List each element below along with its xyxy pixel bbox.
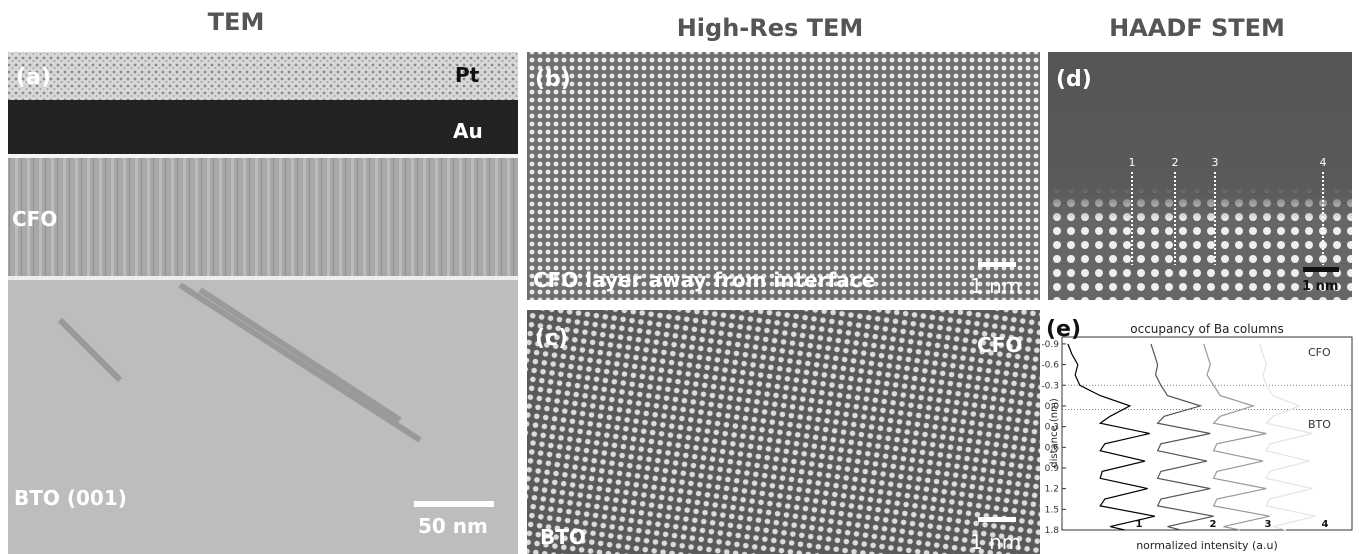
region-label: BTO [540, 525, 586, 549]
pt-layer [8, 52, 518, 104]
y-tick-label: -0.9 [1041, 340, 1059, 350]
header: High-Res TEM [677, 14, 864, 42]
series-label: 3 [1265, 519, 1272, 530]
panel-c: (c) CFO BTO 1 nm [527, 310, 1040, 554]
panel-a: (a) Pt Au CFO BTO (001) 50 nm [8, 52, 518, 554]
chart-title: occupancy of Ba columns [1130, 322, 1283, 336]
panel-label: (c) [535, 326, 568, 351]
y-tick-label: 1.2 [1045, 485, 1059, 495]
layer-label: Au [453, 119, 483, 143]
layer-label: BTO (001) [14, 486, 127, 510]
micrograph [527, 310, 1040, 554]
panel-label: (a) [16, 65, 51, 90]
annotation: CFO [1308, 346, 1331, 359]
layer-label: CFO [12, 207, 57, 231]
micrograph [527, 52, 1040, 300]
scale-bar [1303, 267, 1339, 272]
headers: TEM High-Res TEM HAADF STEM [208, 8, 1285, 42]
scale-label: 1 nm [1302, 279, 1338, 294]
column-marker: 2 [1172, 156, 1179, 169]
y-tick-label: 0.3 [1045, 423, 1059, 433]
region-label: CFO [977, 333, 1022, 357]
series-label: 2 [1210, 519, 1217, 530]
plot-frame [1062, 337, 1352, 530]
scale-bar [978, 262, 1016, 267]
y-tick-label: 1.5 [1045, 505, 1059, 515]
column-marker: 1 [1129, 156, 1136, 169]
header: TEM [208, 8, 265, 36]
y-tick-label: 0.0 [1045, 402, 1060, 412]
scale-label: 1 nm [970, 530, 1021, 554]
layer-label: Pt [455, 63, 480, 87]
column-marker: 3 [1212, 156, 1219, 169]
panel-label: (b) [535, 67, 571, 92]
y-tick-label: -0.3 [1041, 381, 1059, 391]
interface [8, 276, 518, 280]
x-axis-label: normalized intensity (a.u) [1136, 539, 1278, 552]
y-tick-label: 0.6 [1045, 443, 1060, 453]
panel-label: (d) [1056, 67, 1092, 92]
caption: CFO layer away from interface [533, 268, 875, 292]
panel-b: (b) CFO layer away from interface 1 nm [527, 52, 1040, 300]
interface [8, 154, 518, 158]
y-tick-label: -0.6 [1041, 361, 1059, 371]
cfo-region [1048, 52, 1352, 300]
au-layer [8, 100, 518, 156]
scale-bar [414, 501, 494, 507]
panel-label: (e) [1046, 317, 1081, 342]
panel-d: (d) 1 2 3 4 1 nm [1048, 52, 1352, 300]
y-tick-label: 1.8 [1045, 526, 1060, 536]
column-marker: 4 [1320, 156, 1327, 169]
figure: TEM High-Res TEM HAADF STEM (a) Pt Au CF… [0, 0, 1359, 554]
scale-label: 50 nm [418, 514, 488, 538]
y-tick-label: 0.9 [1045, 464, 1060, 474]
annotation: BTO [1308, 418, 1331, 431]
cfo-layer [8, 158, 518, 278]
scale-bar [978, 517, 1016, 522]
scale-label: 1 nm [970, 274, 1021, 298]
header: HAADF STEM [1109, 14, 1285, 42]
series-label: 4 [1322, 519, 1329, 530]
series-label: 1 [1136, 519, 1143, 530]
panel-e: (e) occupancy of Ba columns normalized i… [1041, 317, 1352, 552]
